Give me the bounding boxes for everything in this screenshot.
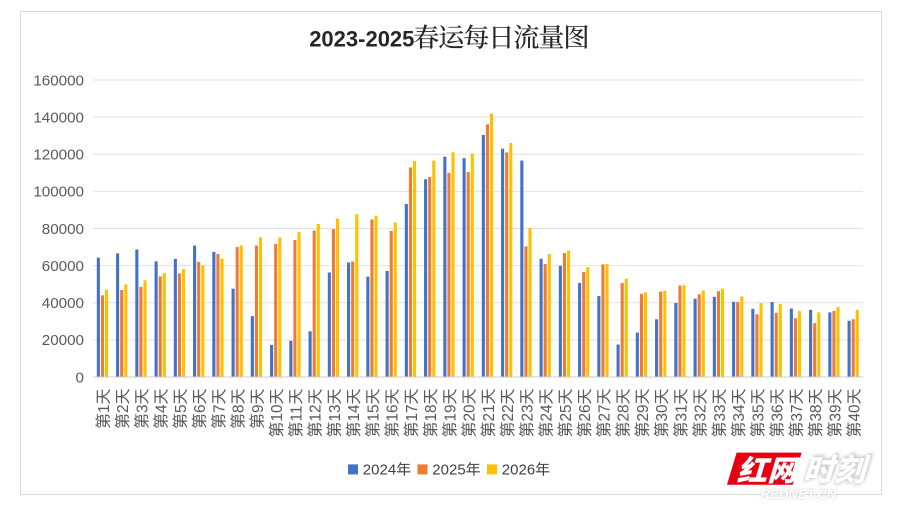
svg-text:19: 19 [442, 404, 459, 421]
svg-text:32: 32 [693, 404, 710, 421]
svg-text:2: 2 [115, 404, 132, 413]
svg-text:39: 39 [827, 404, 844, 421]
svg-text:REDNET.CN: REDNET.CN [761, 486, 837, 501]
svg-text:10: 10 [269, 404, 286, 421]
svg-text:26: 26 [577, 404, 594, 421]
svg-text:160000: 160000 [33, 72, 84, 89]
svg-text:24: 24 [539, 404, 556, 422]
svg-text:25: 25 [558, 404, 575, 421]
svg-text:6: 6 [192, 404, 209, 413]
svg-text:20000: 20000 [42, 332, 84, 349]
svg-text:36: 36 [770, 404, 787, 421]
svg-text:120000: 120000 [33, 147, 84, 164]
svg-text:2025: 2025 [432, 462, 465, 479]
svg-text:21: 21 [481, 404, 498, 421]
svg-text:REDNET.CN: REDNET.CN [761, 486, 837, 501]
svg-text:40000: 40000 [42, 295, 84, 312]
svg-text:17: 17 [404, 404, 421, 421]
svg-text:22: 22 [500, 404, 517, 421]
svg-text:18: 18 [423, 404, 440, 421]
svg-text:80000: 80000 [42, 221, 84, 238]
svg-text:2023-2025: 2023-2025 [309, 26, 414, 51]
svg-text:23: 23 [519, 404, 536, 421]
svg-text:7: 7 [211, 404, 228, 413]
svg-text:34: 34 [731, 404, 748, 422]
svg-text:28: 28 [616, 404, 633, 421]
svg-text:27: 27 [596, 404, 613, 421]
svg-text:2024: 2024 [363, 462, 396, 479]
svg-text:140000: 140000 [33, 109, 84, 126]
svg-text:16: 16 [385, 404, 402, 421]
svg-text:5: 5 [173, 404, 190, 413]
svg-text:30: 30 [654, 404, 671, 421]
svg-text:8: 8 [231, 404, 248, 413]
svg-text:37: 37 [789, 404, 806, 421]
svg-text:20: 20 [462, 404, 479, 421]
svg-text:14: 14 [346, 404, 363, 422]
svg-text:11: 11 [288, 406, 305, 422]
svg-text:15: 15 [365, 404, 382, 421]
svg-text:100000: 100000 [33, 184, 84, 201]
svg-text:33: 33 [712, 404, 729, 421]
svg-text:60000: 60000 [42, 258, 84, 275]
svg-text:40: 40 [847, 404, 864, 421]
svg-text:0: 0 [76, 369, 84, 386]
svg-text:13: 13 [327, 404, 344, 421]
svg-text:38: 38 [808, 404, 825, 421]
svg-text:4: 4 [154, 404, 171, 413]
svg-text:9: 9 [250, 404, 267, 413]
svg-text:35: 35 [750, 404, 767, 421]
svg-text:2026: 2026 [502, 462, 535, 479]
svg-text:31: 31 [673, 404, 690, 421]
svg-text:12: 12 [308, 404, 325, 421]
svg-text:1: 1 [96, 404, 113, 413]
svg-text:3: 3 [134, 404, 151, 413]
svg-text:29: 29 [635, 404, 652, 421]
